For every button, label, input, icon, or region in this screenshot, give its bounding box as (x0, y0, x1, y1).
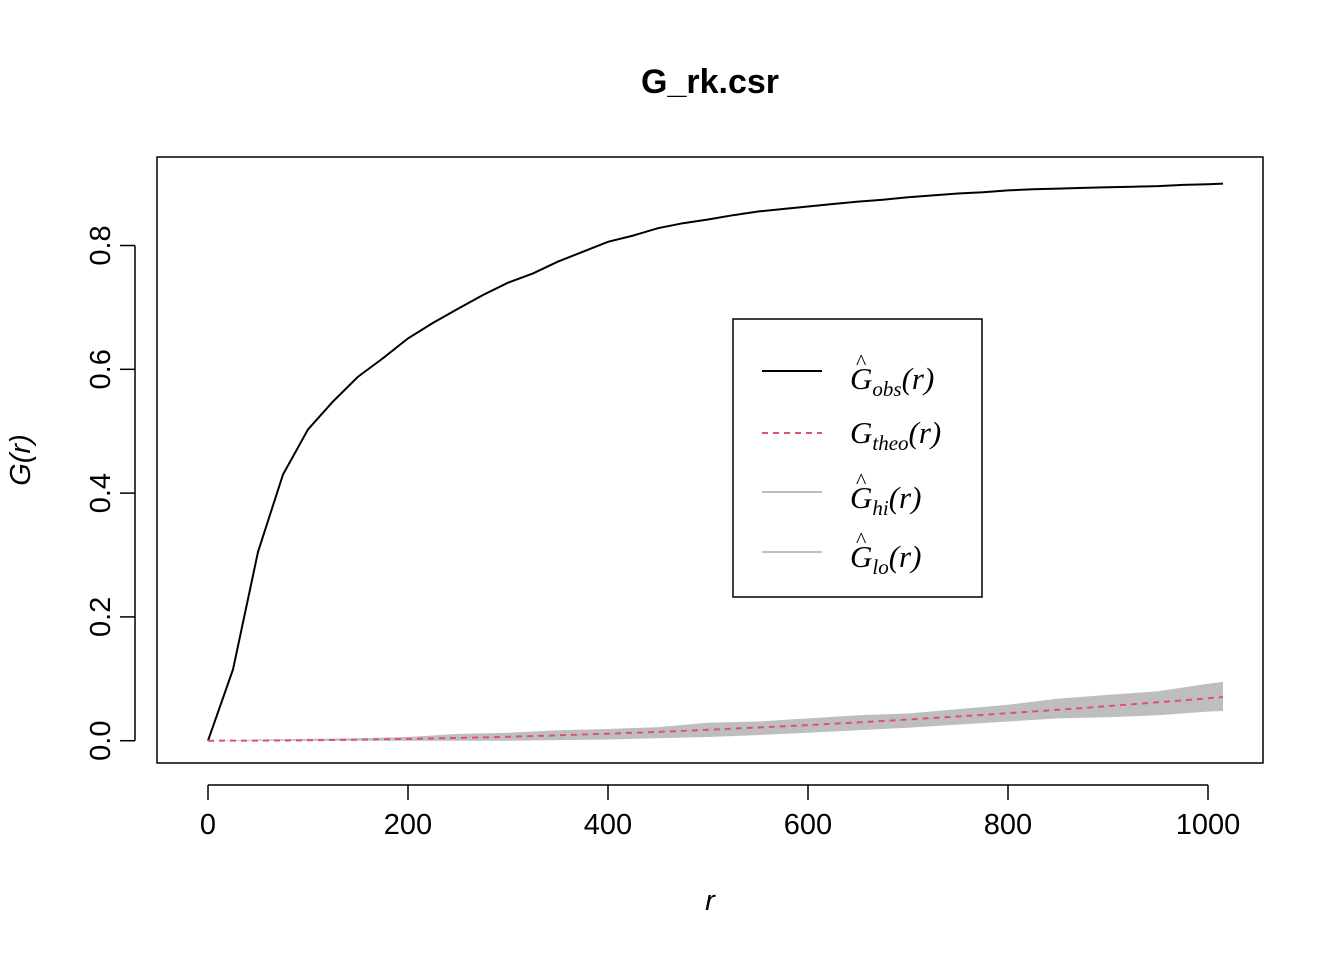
legend-label-lo: ^Glo(r) (850, 527, 921, 579)
x-tick-label: 200 (384, 809, 432, 841)
legend-label-theo: Gtheo(r) (850, 415, 941, 455)
legend-series-lo: lo (872, 555, 888, 579)
y-axis-label: G(r) (5, 434, 37, 486)
legend-label-obs: ^Gobs(r) (850, 349, 934, 401)
legend-series-obs: obs (872, 377, 901, 401)
series-layer (207, 182, 1224, 742)
legend-label-hi: ^Ghi(r) (850, 468, 921, 520)
legend-hat-hi: ^ (856, 468, 867, 493)
x-tick-label: 400 (584, 809, 632, 841)
x-tick-label: 1000 (1176, 809, 1241, 841)
y-tick-label: 0.4 (85, 473, 117, 513)
envelope-layer (208, 681, 1223, 741)
x-axis-label: r (705, 885, 716, 917)
chart-title: G_rk.csr (641, 63, 779, 101)
legend-hat-obs: ^ (856, 349, 867, 374)
legend-series-hi: hi (872, 496, 889, 520)
y-tick-label: 0.2 (85, 597, 117, 637)
y-tick-label: 0.8 (85, 225, 117, 265)
legend: ^Gobs(r) Gtheo(r) ^Ghi(r) ^Glo(r) (732, 318, 983, 598)
x-tick-label: 600 (784, 809, 832, 841)
envelope-band (208, 681, 1223, 741)
legend-box (732, 318, 983, 598)
series-line-obs (207, 182, 1224, 742)
y-tick-label: 0.6 (85, 349, 117, 389)
plot-frame (156, 156, 1264, 764)
legend-series-theo: theo (872, 431, 908, 455)
x-tick-label: 0 (200, 809, 216, 841)
axes-layer: 0 200 400 600 800 1000 0.0 0.2 0.4 0.6 0.8 (85, 225, 1240, 841)
legend-hat-lo: ^ (856, 527, 867, 552)
y-tick-label: 0.0 (85, 721, 117, 761)
x-tick-label: 800 (984, 809, 1032, 841)
